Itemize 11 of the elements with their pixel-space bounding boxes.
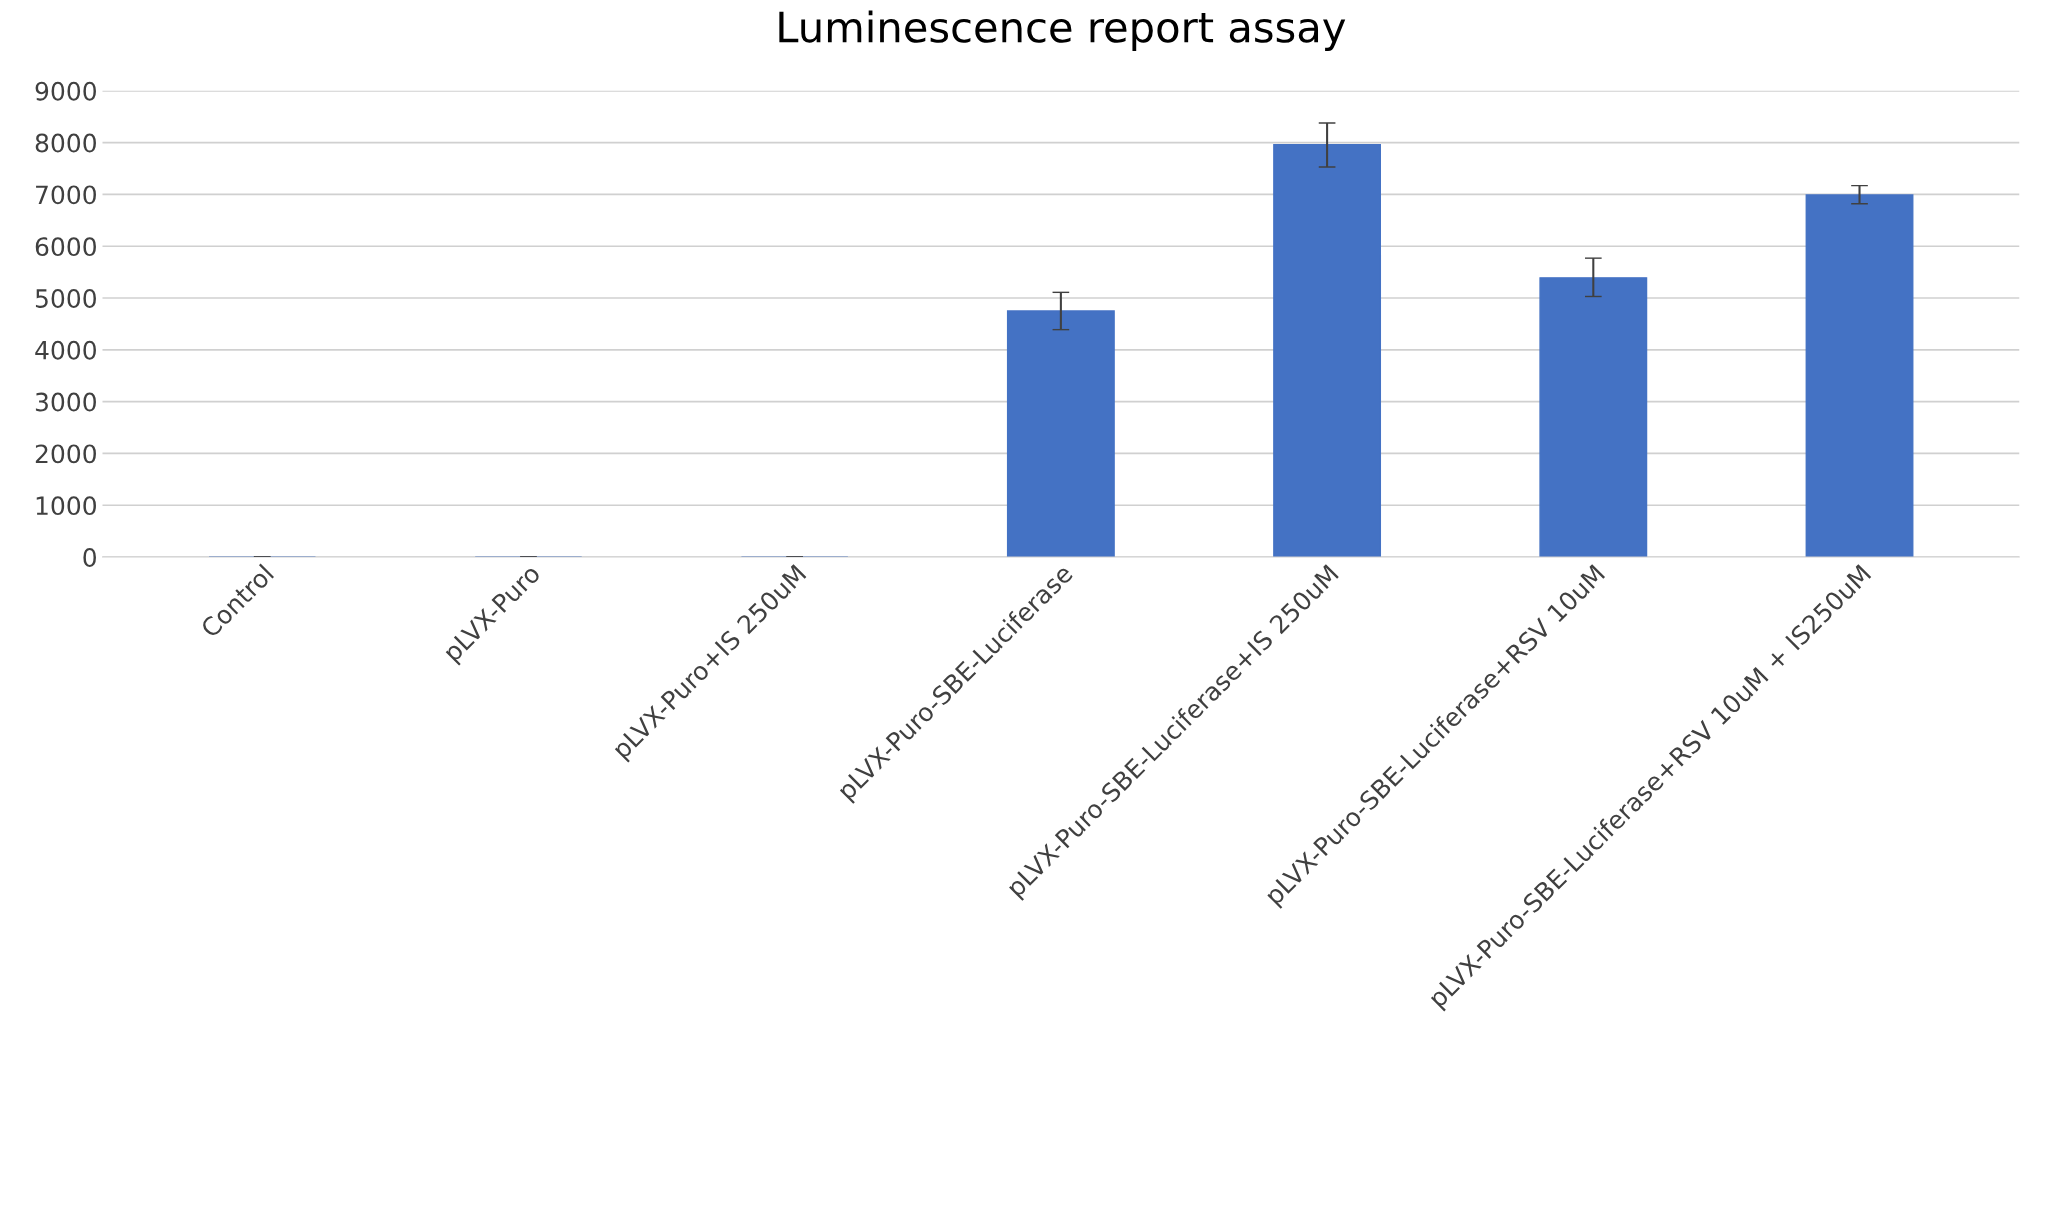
y-tick-label: 3000 bbox=[35, 392, 96, 412]
y-tick-label: 8000 bbox=[35, 133, 96, 153]
y-tick-label: 1000 bbox=[36, 496, 96, 516]
y-tick-label: 9000 bbox=[35, 81, 96, 101]
y-tick-label: 7000 bbox=[36, 185, 96, 205]
y-tick-label: 4000 bbox=[35, 340, 96, 360]
y-tick-label: 5000 bbox=[35, 288, 96, 308]
y-tick-label: 0 bbox=[83, 548, 96, 567]
chart-title: Luminescence report assay bbox=[779, 10, 1346, 51]
y-tick-label: 2000 bbox=[35, 444, 96, 464]
y-tick-label: 6000 bbox=[35, 237, 96, 257]
